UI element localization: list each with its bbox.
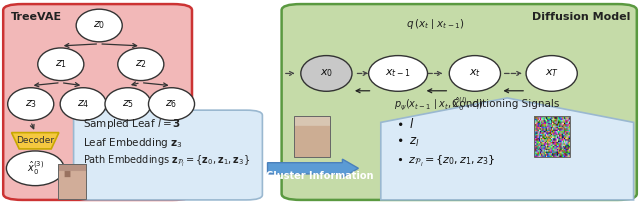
Text: $z_5$: $z_5$	[122, 98, 134, 110]
Text: Cluster Information: Cluster Information	[266, 171, 373, 182]
Text: Path Embeddings $\mathbf{z}_{\mathcal{P}_l} = \{\mathbf{z}_0, \mathbf{z}_1, \mat: Path Embeddings $\mathbf{z}_{\mathcal{P}…	[83, 154, 250, 169]
Ellipse shape	[449, 56, 500, 91]
Ellipse shape	[6, 151, 64, 186]
Text: $\bullet\;\; z_l$: $\bullet\;\; z_l$	[396, 136, 420, 149]
Text: $z_2$: $z_2$	[135, 58, 147, 70]
Polygon shape	[381, 98, 634, 200]
Bar	[294, 116, 330, 157]
Text: $x_0$: $x_0$	[320, 68, 333, 79]
Ellipse shape	[60, 88, 106, 120]
FancyBboxPatch shape	[74, 110, 262, 200]
Text: Leaf Embedding $\mathbf{z}_3$: Leaf Embedding $\mathbf{z}_3$	[83, 136, 183, 150]
FancyBboxPatch shape	[3, 4, 192, 200]
Text: $z_1$: $z_1$	[55, 58, 67, 70]
Ellipse shape	[369, 56, 428, 91]
Ellipse shape	[148, 88, 195, 120]
Polygon shape	[12, 133, 59, 149]
Ellipse shape	[8, 88, 54, 120]
Text: $\hat{x}_0^{(3)}$: $\hat{x}_0^{(3)}$	[27, 159, 44, 177]
Text: $z_3$: $z_3$	[25, 98, 36, 110]
FancyArrow shape	[268, 159, 358, 177]
Ellipse shape	[105, 88, 151, 120]
Text: $z_4$: $z_4$	[77, 98, 90, 110]
Text: $\bullet\;\; z_{\mathcal{P}_l} = \{z_0, z_1, z_3\}$: $\bullet\;\; z_{\mathcal{P}_l} = \{z_0, …	[396, 154, 495, 169]
Text: $x_{t-1}$: $x_{t-1}$	[385, 68, 411, 79]
Text: $p_\psi(x_{t-1}\mid x_t, \hat{x}_0^{(l)}, c_l)$: $p_\psi(x_{t-1}\mid x_t, \hat{x}_0^{(l)}…	[394, 95, 483, 113]
Text: $z_6$: $z_6$	[165, 98, 178, 110]
Text: Conditioning Signals: Conditioning Signals	[452, 99, 559, 109]
Ellipse shape	[526, 56, 577, 91]
Ellipse shape	[76, 9, 122, 42]
Bar	[534, 116, 570, 157]
Text: Diffusion Model: Diffusion Model	[532, 12, 630, 22]
Text: $\bullet\;\; l$: $\bullet\;\; l$	[396, 118, 415, 131]
Text: TreeVAE: TreeVAE	[11, 12, 62, 22]
Ellipse shape	[301, 56, 352, 91]
Text: Sampled Leaf $l = \mathbf{3}$: Sampled Leaf $l = \mathbf{3}$	[83, 118, 182, 131]
Text: $z_0$: $z_0$	[93, 20, 106, 31]
Text: Decoder: Decoder	[16, 136, 54, 145]
Text: $x_t$: $x_t$	[469, 68, 481, 79]
Bar	[58, 164, 86, 199]
Text: $q\,(x_t\mid x_{t-1})$: $q\,(x_t\mid x_{t-1})$	[406, 18, 465, 31]
Text: $x_T$: $x_T$	[545, 68, 559, 79]
Ellipse shape	[38, 48, 84, 81]
Ellipse shape	[118, 48, 164, 81]
FancyBboxPatch shape	[282, 4, 637, 200]
